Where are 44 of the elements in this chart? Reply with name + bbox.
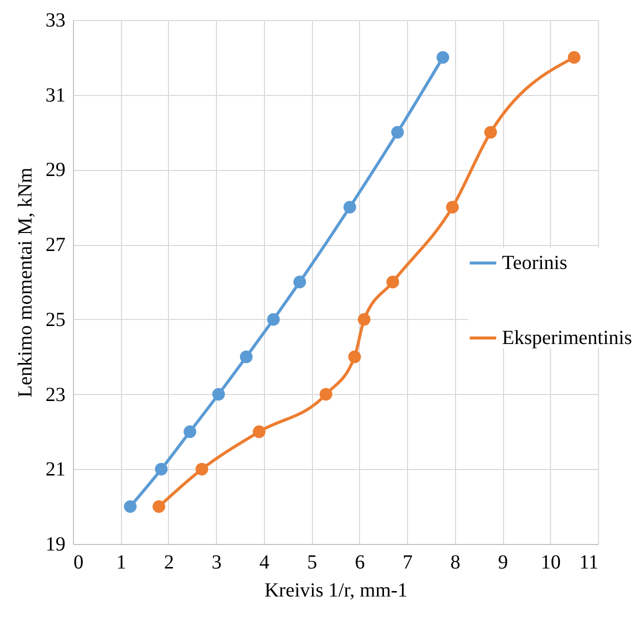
x-tick-label: 8 (450, 552, 460, 574)
x-tick-label: 0 (74, 552, 84, 574)
point (358, 313, 370, 326)
y-tick-label: 29 (46, 159, 66, 182)
x-axis-title: Kreivis 1/r, mm-1 (264, 580, 408, 602)
y-tick-label: 33 (46, 10, 66, 32)
point (152, 500, 166, 513)
point (446, 200, 459, 214)
y-tick-label: 21 (46, 458, 66, 481)
point (391, 126, 404, 139)
point (320, 388, 332, 401)
point (196, 462, 208, 476)
point (484, 126, 497, 139)
y-tick-label: 23 (46, 384, 66, 406)
point (267, 313, 280, 326)
point (568, 51, 580, 64)
y-tick-label: 25 (46, 308, 66, 331)
y-tick-label: 27 (46, 234, 66, 256)
x-tick-label: 4 (259, 552, 270, 574)
x-tick-label: 1 (116, 552, 126, 574)
legend-label: Eksperimentinis (502, 327, 632, 349)
point (348, 350, 361, 364)
y-tick-label: 19 (46, 534, 66, 556)
y-axis-title: Lenkimo momentai M, kNm (14, 167, 36, 398)
x-tick-label: 11 (579, 552, 598, 574)
x-tick-label: 7 (402, 552, 413, 574)
x-tick-label: 10 (540, 552, 561, 574)
x-tick-label: 9 (498, 552, 508, 574)
point (252, 425, 266, 438)
point (212, 388, 225, 401)
x-tick-label: 6 (354, 552, 365, 574)
x-tick-label: 2 (164, 552, 174, 574)
point (154, 462, 168, 476)
x-tick-label: 3 (212, 552, 222, 574)
y-tick-label: 31 (46, 84, 66, 106)
point (436, 51, 450, 64)
x-tick-label: 5 (307, 552, 318, 574)
point (343, 200, 356, 214)
point (124, 500, 137, 513)
point (386, 276, 400, 288)
legend-label: Teorinis (502, 252, 568, 274)
point (293, 276, 306, 288)
point (184, 425, 196, 438)
point (240, 350, 253, 364)
